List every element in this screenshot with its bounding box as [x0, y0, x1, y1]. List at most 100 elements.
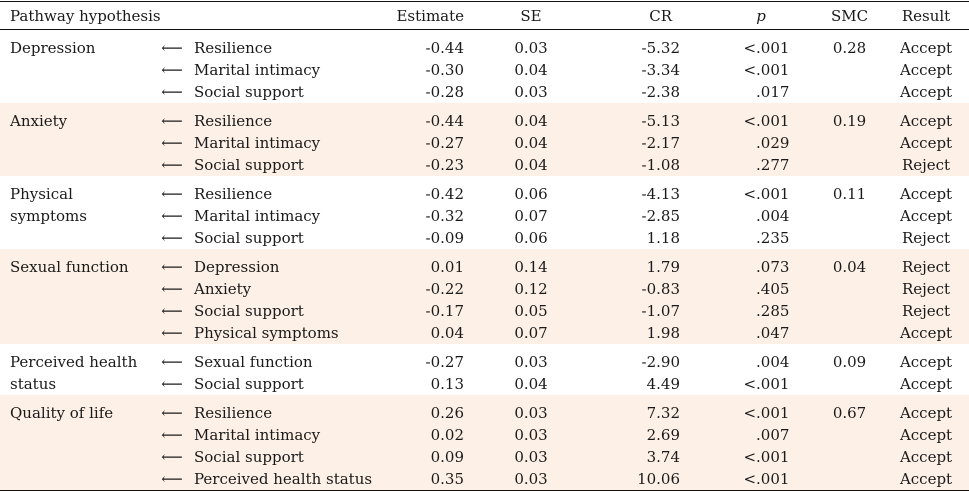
predictor-cell: Anxiety	[194, 278, 395, 300]
result-cell: Reject	[883, 154, 969, 176]
p-value: .029	[756, 134, 790, 152]
smc-cell	[816, 227, 883, 249]
se-cell: 0.03	[476, 395, 587, 424]
table-row: Depression ⟵ Resilience -0.44 0.03 -5.32 <.001…	[0, 30, 969, 60]
arrow-icon: ⟵	[150, 249, 194, 278]
table-row: Sexual function ⟵ Depression 0.01 0.14 1.79 .0…	[0, 249, 969, 278]
se-cell: 0.07	[476, 322, 587, 344]
predictor-cell: Marital intimacy	[194, 61, 321, 79]
estimate-cell: -0.22	[394, 278, 477, 300]
result-cell: Reject	[883, 278, 969, 300]
outcome-cell: status	[10, 375, 57, 393]
outcome-cell: Physical	[10, 185, 73, 203]
cr-cell: -3.34	[641, 61, 681, 79]
predictor-cell: Perceived health status	[194, 468, 395, 491]
se-cell: 0.14	[476, 249, 587, 278]
p-cell: .029	[706, 132, 817, 154]
p-cell: .285	[706, 300, 817, 322]
outcome-cell	[0, 300, 150, 322]
outcome-cell	[0, 154, 150, 176]
se-cell: 0.04	[514, 61, 548, 79]
arrow-icon: ⟵	[150, 154, 194, 176]
smc-cell	[816, 278, 884, 300]
se-cell: 0.03	[514, 353, 548, 371]
cr-cell: -2.90	[641, 353, 681, 371]
table-row: ⟵ Social support 0.09 0.03 3.74 <.001 Accept	[0, 446, 969, 468]
p-value: .277	[756, 156, 790, 174]
smc-cell: 0.09	[832, 353, 867, 371]
smc-cell: 0.11	[832, 185, 867, 203]
smc-cell: 0.19	[816, 103, 884, 132]
result-cell: Reject	[901, 229, 951, 247]
p-value: .007	[756, 426, 790, 444]
estimate-cell: -0.17	[394, 300, 477, 322]
arrow-icon: ⟵	[150, 132, 194, 154]
predictor-cell: Social support	[194, 300, 395, 322]
p-value: .235	[756, 229, 790, 247]
arrow-icon: ⟵	[161, 39, 183, 57]
predictor-cell: Social support	[194, 446, 395, 468]
result-cell: Accept	[899, 375, 953, 393]
estimate-cell: -0.23	[394, 154, 477, 176]
predictor-cell: Sexual function	[194, 353, 313, 371]
predictor-cell: Marital intimacy	[194, 207, 321, 225]
p-prefix: <	[743, 404, 757, 422]
p-value: .047	[756, 324, 790, 342]
predictor-cell: Resilience	[194, 103, 395, 132]
estimate-cell: -0.09	[425, 229, 465, 247]
result-cell: Reject	[883, 249, 969, 278]
table-row: Physical ⟵ Resilience -0.42 0.06 -4.13 <.001 0.…	[0, 176, 969, 205]
estimate-cell: 0.01	[394, 249, 477, 278]
p-cell: .277	[706, 154, 817, 176]
arrow-icon: ⟵	[161, 61, 183, 79]
p-value: .405	[756, 280, 790, 298]
arrow-icon: ⟵	[161, 207, 183, 225]
result-cell: Accept	[883, 132, 969, 154]
cr-cell: -2.38	[641, 83, 681, 101]
p-cell: <.001	[706, 59, 816, 81]
predictor-cell: Depression	[194, 249, 395, 278]
table-row: symptoms ⟵ Marital intimacy -0.32 0.07 -2.85.…	[0, 205, 969, 227]
p-prefix: <	[743, 39, 757, 57]
cr-cell: -5.32	[641, 39, 681, 57]
estimate-cell: 0.09	[394, 446, 477, 468]
cr-cell: 1.79	[586, 249, 707, 278]
result-cell: Accept	[899, 185, 953, 203]
predictor-cell: Social support	[194, 83, 304, 101]
cr-cell: 1.98	[586, 322, 707, 344]
p-value: .285	[756, 302, 790, 320]
p-value: .001	[756, 61, 790, 79]
result-cell: Accept	[883, 424, 969, 446]
outcome-cell: Anxiety	[0, 103, 150, 132]
cr-cell: 10.06	[586, 468, 707, 491]
table-row: ⟵ Social support -0.17 0.05 -1.07 .285 Reject	[0, 300, 969, 322]
outcome-cell	[0, 446, 150, 468]
se-cell: 0.04	[476, 132, 587, 154]
predictor-cell: Marital intimacy	[194, 132, 395, 154]
cr-cell: -4.13	[641, 185, 681, 203]
outcome-cell	[0, 468, 150, 491]
estimate-cell: -0.28	[425, 83, 465, 101]
predictor-cell: Resilience	[194, 185, 273, 203]
estimate-cell: -0.27	[425, 353, 465, 371]
smc-cell	[816, 300, 884, 322]
se-cell: 0.03	[476, 468, 587, 491]
outcome-cell	[0, 424, 150, 446]
smc-cell	[816, 59, 883, 81]
table-row: Anxiety ⟵ Resilience -0.44 0.04 -5.13 <.001 0.1…	[0, 103, 969, 132]
arrow-icon: ⟵	[150, 424, 194, 446]
smc-cell: 0.67	[816, 395, 884, 424]
predictor-cell: Marital intimacy	[194, 424, 395, 446]
p-cell: <.001	[706, 176, 816, 205]
result-cell: Accept	[899, 61, 953, 79]
p-prefix: <	[743, 375, 757, 393]
outcome-cell	[0, 132, 150, 154]
p-value: .001	[756, 112, 790, 130]
p-cell: <.001	[706, 373, 816, 395]
predictor-cell: Social support	[194, 229, 304, 247]
result-cell: Accept	[899, 207, 953, 225]
p-cell: <.001	[706, 468, 817, 491]
cr-cell: -1.07	[586, 300, 707, 322]
arrow-icon: ⟵	[150, 322, 194, 344]
